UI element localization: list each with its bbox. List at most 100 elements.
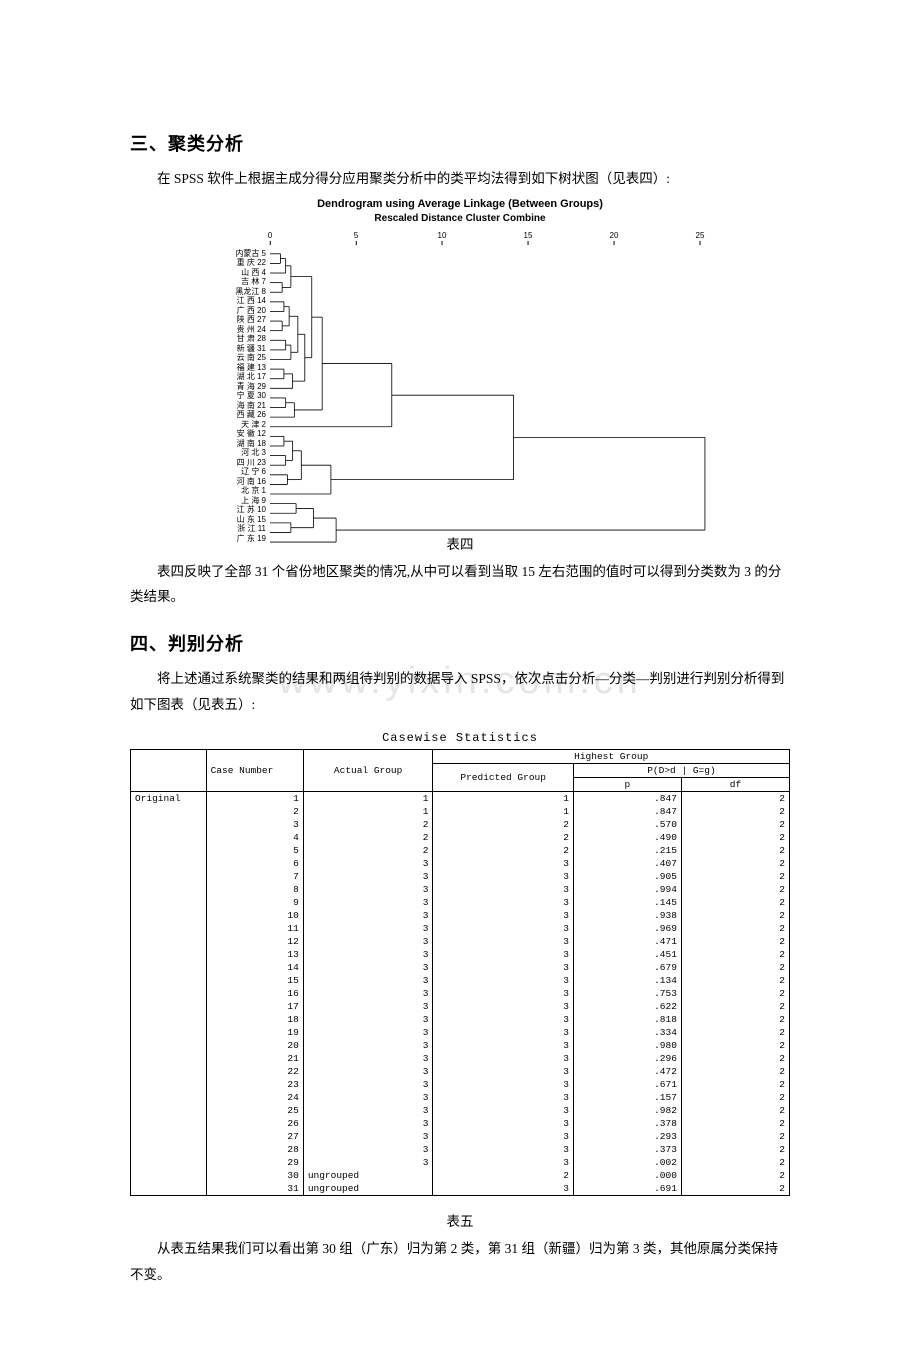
heading-discriminant: 四、判别分析	[130, 630, 790, 656]
cell-p: .471	[573, 935, 681, 948]
cell-case-number: 3	[206, 818, 303, 831]
cell-p: .378	[573, 1117, 681, 1130]
dendro-leaf-label: 宁 夏 30	[210, 391, 266, 401]
dendrogram-title1: Dendrogram using Average Linkage (Betwee…	[210, 198, 710, 210]
cell-case-number: 14	[206, 961, 303, 974]
dendro-leaf-label: 福 建 13	[210, 363, 266, 373]
cell-predicted-group: 2	[433, 818, 573, 831]
table-row: 1733.6222	[131, 1000, 790, 1013]
table-row: 933.1452	[131, 896, 790, 909]
cell-predicted-group: 3	[433, 909, 573, 922]
cell-case-number: 28	[206, 1143, 303, 1156]
cell-df: 2	[681, 1065, 789, 1078]
dendro-leaf-label: 新 疆 31	[210, 344, 266, 354]
dendrogram-plot	[270, 249, 710, 551]
cell-p: .980	[573, 1039, 681, 1052]
cell-predicted-group: 2	[433, 844, 573, 857]
cell-p: .472	[573, 1065, 681, 1078]
cell-p: .982	[573, 1104, 681, 1117]
table-row: 1533.1342	[131, 974, 790, 987]
row-label	[131, 1130, 207, 1143]
cell-df: 2	[681, 1052, 789, 1065]
cell-df: 2	[681, 1013, 789, 1026]
cell-predicted-group: 3	[433, 1182, 573, 1196]
cell-case-number: 15	[206, 974, 303, 987]
table-row: 211.8472	[131, 805, 790, 818]
casewise-table: Case Number Actual Group Highest Group P…	[130, 749, 790, 1196]
dendro-leaf-label: 四 川 23	[210, 458, 266, 468]
cell-p: .373	[573, 1143, 681, 1156]
axis-tick: 0	[268, 231, 272, 240]
cell-predicted-group: 3	[433, 896, 573, 909]
cell-case-number: 19	[206, 1026, 303, 1039]
table-row: 2833.3732	[131, 1143, 790, 1156]
dendro-leaf-label: 黑龙江 8	[210, 287, 266, 297]
table-row: 522.2152	[131, 844, 790, 857]
table-row: 2633.3782	[131, 1117, 790, 1130]
row-label	[131, 961, 207, 974]
cell-case-number: 10	[206, 909, 303, 922]
row-label	[131, 883, 207, 896]
row-label	[131, 909, 207, 922]
dendro-leaf-label: 辽 宁 6	[210, 467, 266, 477]
cell-df: 2	[681, 1039, 789, 1052]
cell-df: 2	[681, 1143, 789, 1156]
cell-actual-group: 2	[303, 844, 433, 857]
th-highest-group: Highest Group	[433, 750, 790, 764]
cell-p: .490	[573, 831, 681, 844]
casewise-title: Casewise Statistics	[130, 731, 790, 745]
cell-df: 2	[681, 935, 789, 948]
table-row: 1833.8182	[131, 1013, 790, 1026]
cell-predicted-group: 3	[433, 948, 573, 961]
row-label	[131, 896, 207, 909]
cell-df: 2	[681, 1182, 789, 1196]
cell-df: 2	[681, 1078, 789, 1091]
th-predicted-group: Predicted Group	[433, 764, 573, 792]
table-row: 1233.4712	[131, 935, 790, 948]
para-discriminant-intro: 将上述通过系统聚类的结果和两组待判别的数据导入 SPSS，依次点击分析—分类—判…	[130, 666, 790, 717]
dendro-leaf-label: 天 津 2	[210, 420, 266, 430]
cell-case-number: 26	[206, 1117, 303, 1130]
table-row: 1933.3342	[131, 1026, 790, 1039]
row-label	[131, 987, 207, 1000]
row-label	[131, 857, 207, 870]
cell-p: .671	[573, 1078, 681, 1091]
cell-actual-group: 3	[303, 1013, 433, 1026]
cell-actual-group: 3	[303, 1065, 433, 1078]
dendro-leaf-label: 湖 北 17	[210, 372, 266, 382]
row-label	[131, 935, 207, 948]
cell-predicted-group: 2	[433, 831, 573, 844]
cell-actual-group: 3	[303, 1091, 433, 1104]
cell-df: 2	[681, 857, 789, 870]
dendro-leaf-label: 江 苏 10	[210, 505, 266, 515]
cell-df: 2	[681, 1026, 789, 1039]
cell-df: 2	[681, 818, 789, 831]
cell-case-number: 12	[206, 935, 303, 948]
cell-actual-group: ungrouped	[303, 1182, 433, 1196]
table-row: 633.4072	[131, 857, 790, 870]
cell-actual-group: 3	[303, 896, 433, 909]
cell-p: .753	[573, 987, 681, 1000]
cell-df: 2	[681, 948, 789, 961]
dendrogram-figure: Dendrogram using Average Linkage (Betwee…	[130, 198, 790, 527]
cell-actual-group: 3	[303, 1039, 433, 1052]
cell-actual-group: 3	[303, 857, 433, 870]
table-row: 1633.7532	[131, 987, 790, 1000]
cell-actual-group: 3	[303, 1104, 433, 1117]
cell-case-number: 18	[206, 1013, 303, 1026]
table-row: 833.9942	[131, 883, 790, 896]
cell-case-number: 25	[206, 1104, 303, 1117]
cell-df: 2	[681, 870, 789, 883]
cell-p: .847	[573, 805, 681, 818]
row-label	[131, 870, 207, 883]
cell-actual-group: 3	[303, 1052, 433, 1065]
dendro-leaf-label: 河 南 16	[210, 477, 266, 487]
dendrogram-axis: 0510152025	[270, 227, 710, 245]
dendro-leaf-label: 上 海 9	[210, 496, 266, 506]
dendro-leaf-label: 海 南 21	[210, 401, 266, 411]
cell-df: 2	[681, 961, 789, 974]
cell-df: 2	[681, 844, 789, 857]
dendro-leaf-label: 西 藏 26	[210, 410, 266, 420]
cell-actual-group: 3	[303, 948, 433, 961]
para-cluster-result: 表四反映了全部 31 个省份地区聚类的情况,从中可以看到当取 15 左右范围的值…	[130, 559, 790, 610]
